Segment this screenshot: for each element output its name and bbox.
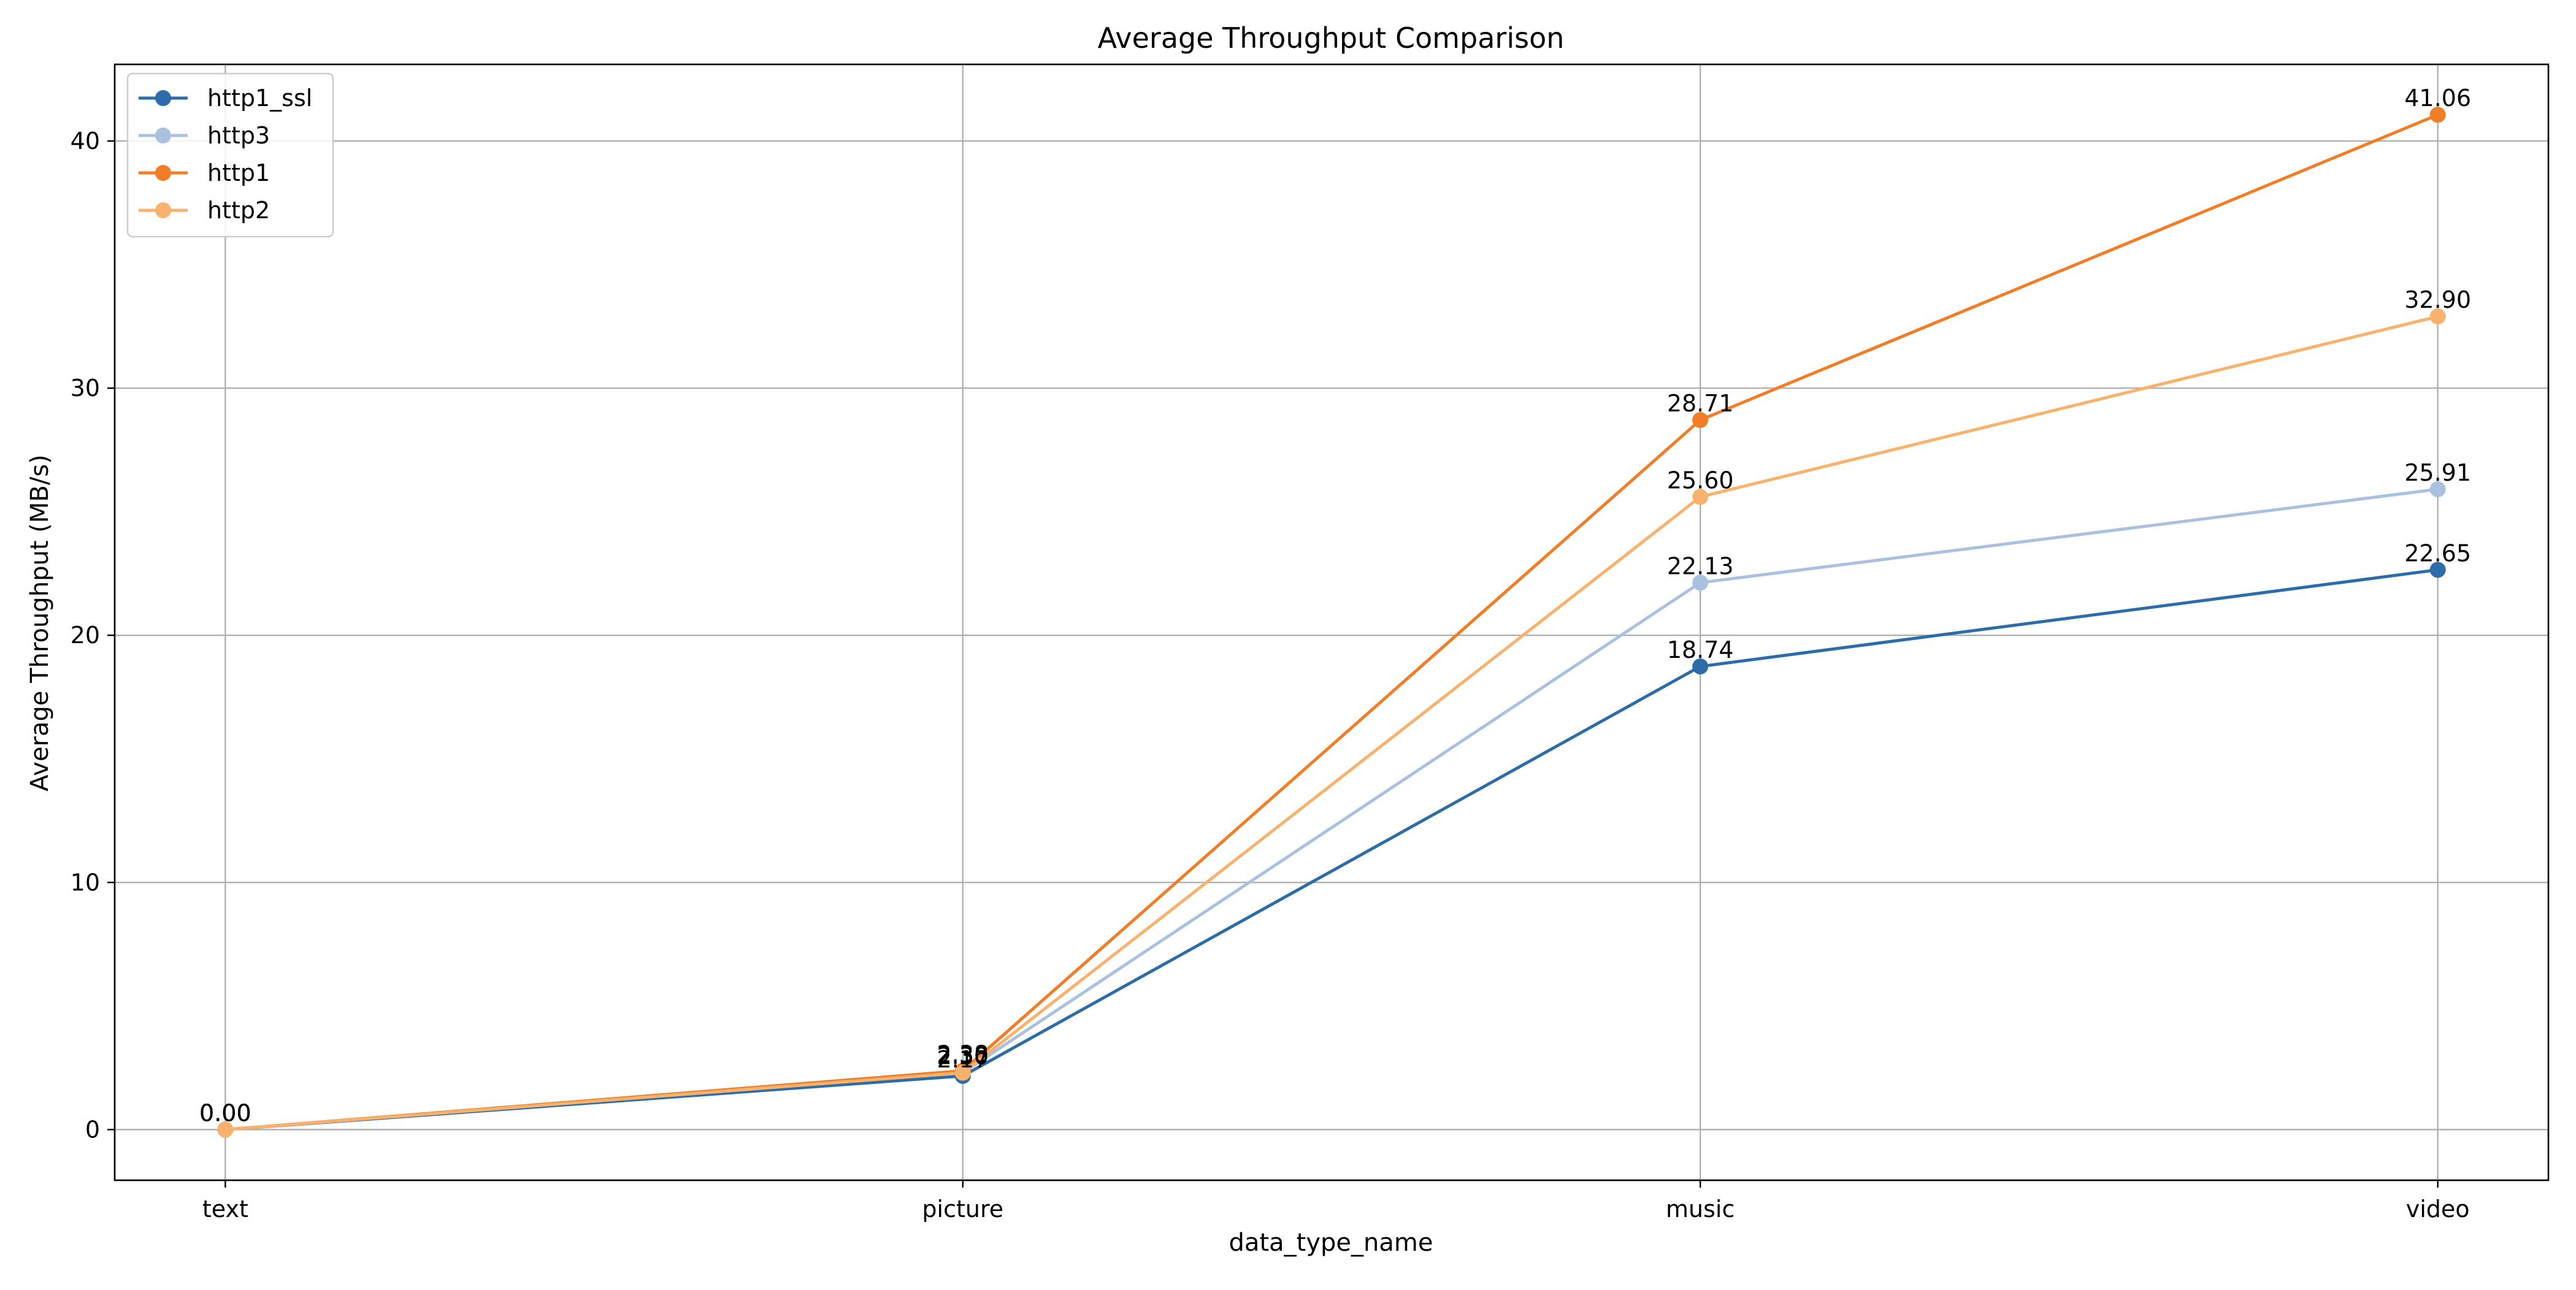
y-tick-label: 30 <box>71 375 100 402</box>
plot-frame <box>113 63 2550 1181</box>
chart-title: Average Throughput Comparison <box>1098 21 1565 55</box>
data-label-http1: 2.38 <box>937 1040 989 1067</box>
x-tick-label: picture <box>922 1196 1003 1223</box>
data-label-http3: 2.30 <box>937 1043 989 1070</box>
data-point-http1_ssl <box>2429 562 2446 578</box>
grid-layer <box>115 64 2548 1180</box>
legend-label-http2: http2 <box>207 197 270 224</box>
legend: http1_ssl http3 http1 http2 <box>126 72 334 238</box>
y-tick-label: 0 <box>85 1116 100 1143</box>
data-label-http3: 25.91 <box>2404 459 2471 486</box>
data-point-http2 <box>954 1064 971 1081</box>
y-tick-label: 10 <box>71 869 100 896</box>
data-point-http3 <box>1692 574 1709 591</box>
data-label-http1: 28.71 <box>1667 390 1734 417</box>
legend-box <box>126 72 334 238</box>
series-line-http1 <box>225 113 2439 1131</box>
x-tick-label: video <box>2406 1196 2470 1223</box>
data-label-layer: 0.002.1718.7422.650.002.3022.1325.910.00… <box>199 85 2471 1126</box>
data-label-http1_ssl: 2.17 <box>937 1046 989 1073</box>
data-point-http1_ssl <box>1692 658 1709 674</box>
data-label-http1_ssl: 22.65 <box>2404 540 2471 567</box>
legend-label-http3: http3 <box>207 122 270 149</box>
series-line-http3 <box>225 487 2438 1131</box>
x-tick-label: text <box>202 1196 248 1223</box>
data-label-http2: 0.00 <box>199 1099 251 1126</box>
y-axis-label: Average Throughput (MB/s) <box>26 454 54 792</box>
data-label-http3: 22.13 <box>1667 552 1734 579</box>
data-label-http3: 0.00 <box>199 1099 251 1126</box>
data-label-http1: 0.00 <box>199 1099 251 1126</box>
legend-marker-http2 <box>155 202 171 218</box>
legend-marker-http1_ssl <box>155 90 171 106</box>
y-tick-label: 40 <box>71 128 100 155</box>
x-axis-label: data_type_name <box>1229 1229 1433 1257</box>
legend-marker-http3 <box>155 128 171 143</box>
series-layer <box>217 107 2446 1138</box>
data-point-http1 <box>2429 107 2446 123</box>
data-point-http1 <box>1692 412 1709 429</box>
legend-label-http1: http1 <box>207 159 270 186</box>
data-point-http2 <box>217 1121 234 1138</box>
data-label-http2: 25.60 <box>1667 467 1734 494</box>
y-tick-label: 20 <box>71 622 100 649</box>
data-point-http2 <box>2429 308 2446 325</box>
series-line-http1_ssl <box>225 568 2438 1131</box>
axis-layer: text picture music video 0 10 20 30 40 <box>71 63 2550 1223</box>
legend-marker-http1 <box>155 165 171 181</box>
data-point-http3 <box>2429 481 2446 497</box>
data-label-http2: 32.90 <box>2404 286 2471 313</box>
series-line-http2 <box>225 315 2439 1131</box>
x-tick-label: music <box>1666 1196 1735 1223</box>
data-label-http1_ssl: 0.00 <box>199 1099 251 1126</box>
legend-label-http1_ssl: http1_ssl <box>207 85 312 112</box>
data-label-http1_ssl: 18.74 <box>1667 636 1734 663</box>
data-point-http2 <box>1692 489 1709 505</box>
data-label-http2: 2.30 <box>937 1043 989 1070</box>
data-label-http1: 41.06 <box>2404 85 2471 112</box>
